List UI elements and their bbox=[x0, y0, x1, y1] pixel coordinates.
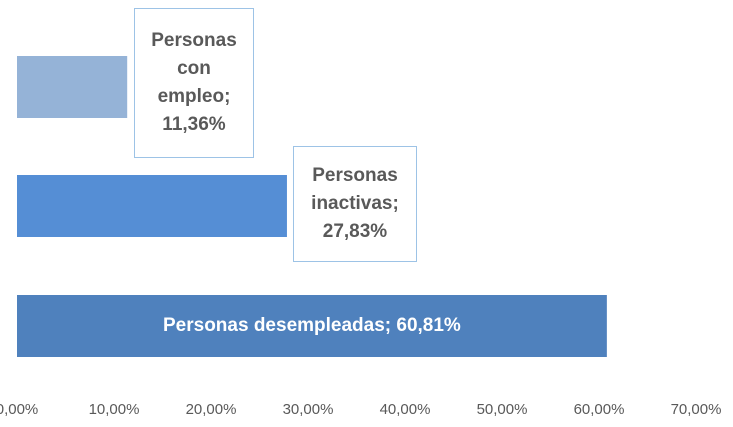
bar bbox=[17, 56, 128, 118]
x-tick-label: 20,00% bbox=[186, 401, 237, 418]
x-tick-label: 30,00% bbox=[283, 401, 334, 418]
data-label: Personas inactivas; 27,83% bbox=[293, 146, 417, 262]
x-tick-label: 40,00% bbox=[380, 401, 431, 418]
x-tick-label: 10,00% bbox=[89, 401, 140, 418]
x-tick-label: 50,00% bbox=[477, 401, 528, 418]
data-label: Personas con empleo; 11,36% bbox=[134, 8, 254, 158]
data-label: Personas desempleadas; 60,81% bbox=[163, 315, 461, 336]
x-tick-label: 70,00% bbox=[671, 401, 722, 418]
bar bbox=[17, 175, 287, 237]
x-tick-label: 0,00% bbox=[0, 401, 38, 418]
x-tick-label: 60,00% bbox=[574, 401, 625, 418]
bar bbox=[17, 295, 607, 357]
